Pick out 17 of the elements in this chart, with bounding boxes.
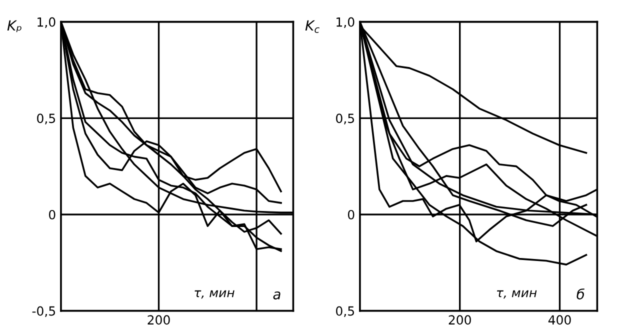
y-tick-label: 0 — [48, 210, 56, 220]
y-tick-label: 0,5 — [37, 114, 56, 124]
y-tick-label: 1,0 — [38, 17, 56, 28]
x-tick-label: 200 — [148, 315, 170, 325]
x-tick-label: 400 — [548, 315, 571, 325]
y-tick-label: 0 — [348, 210, 354, 220]
x-axis-title: τ, мин — [194, 290, 234, 299]
y-tick-label: -0,5 — [32, 306, 56, 317]
x-tick-label: 200 — [448, 315, 471, 325]
y-axis-title: K$_{c}$ — [305, 20, 320, 33]
annotation: б — [576, 288, 584, 300]
y-tick-label: 0,5 — [336, 306, 354, 317]
x-axis-title: τ, мин — [496, 290, 537, 299]
y-tick-label: 0,5 — [336, 114, 354, 124]
annotation: а — [273, 291, 280, 300]
y-tick-label: 1,0 — [336, 17, 354, 28]
y-axis-title: Kₚ — [7, 20, 22, 32]
